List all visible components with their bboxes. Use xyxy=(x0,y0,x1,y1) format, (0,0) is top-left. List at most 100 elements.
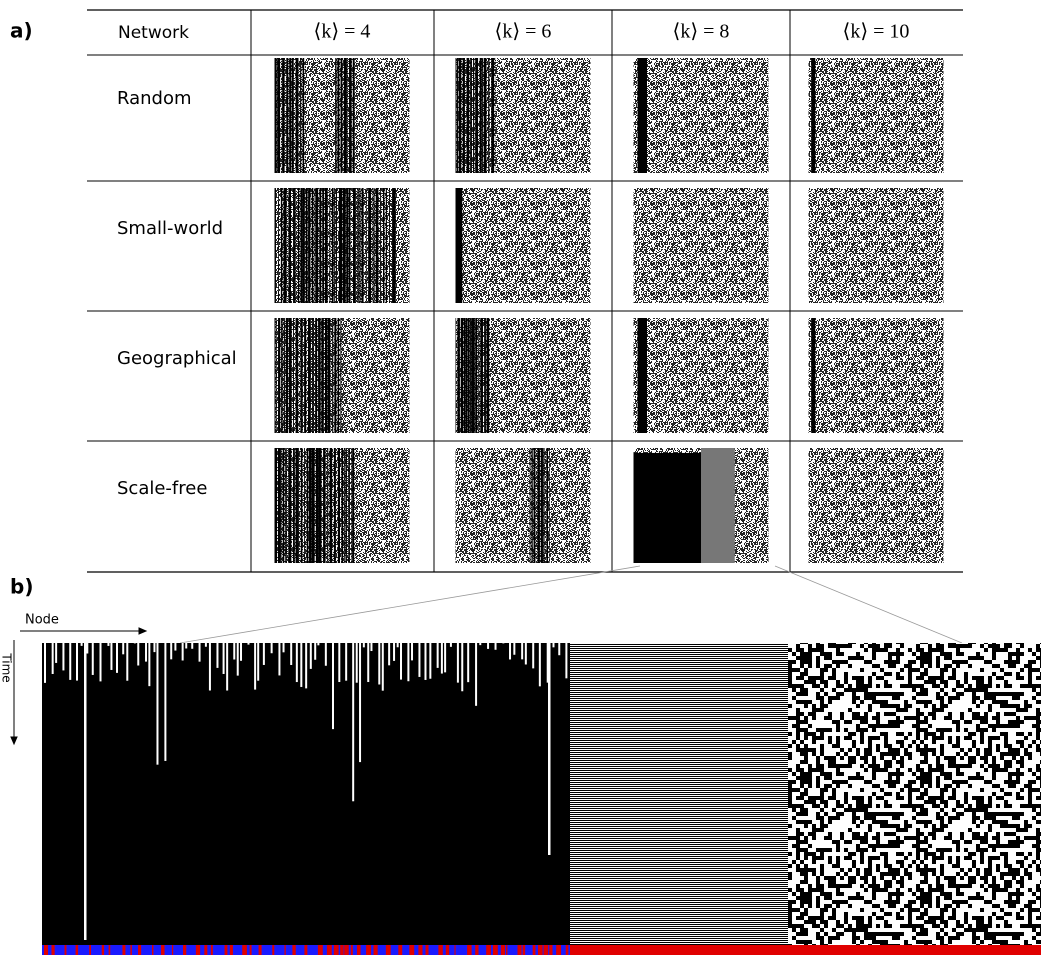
raster-band xyxy=(284,188,287,303)
raster-band xyxy=(289,58,291,173)
raster-band xyxy=(351,448,352,563)
raster-gap xyxy=(126,643,128,681)
raster-band xyxy=(457,58,458,173)
raster xyxy=(456,58,591,173)
raster-noise xyxy=(809,58,944,173)
raster-band xyxy=(309,448,312,563)
raster-gap xyxy=(191,643,193,649)
raster-band xyxy=(325,318,327,433)
raster-band xyxy=(330,188,331,303)
raster-gray xyxy=(701,448,735,563)
raster-gap xyxy=(148,643,150,686)
column-header: ⟨k⟩ = 8 xyxy=(673,21,730,43)
raster-noise xyxy=(634,318,769,433)
arrow-head xyxy=(139,628,146,634)
raster-gap xyxy=(182,643,184,660)
raster-band xyxy=(334,318,336,433)
raster-gap xyxy=(170,643,172,659)
raster-gap xyxy=(137,643,139,666)
raster-band xyxy=(473,58,474,173)
raster-band xyxy=(281,188,282,303)
raster-band xyxy=(464,318,465,433)
state-bar xyxy=(446,945,449,955)
arrow-head xyxy=(11,737,17,744)
raster-band xyxy=(332,318,333,433)
raster-gap xyxy=(418,643,420,677)
raster-band xyxy=(283,448,285,563)
raster-gap xyxy=(300,643,302,687)
raster-band xyxy=(484,58,487,173)
raster-gap xyxy=(548,643,551,855)
raster-band xyxy=(534,448,536,563)
raster-gap xyxy=(185,643,187,648)
raster-band xyxy=(336,188,337,303)
raster-gap xyxy=(367,643,369,682)
raster-band xyxy=(278,448,280,563)
raster-band xyxy=(296,58,299,173)
raster-gap xyxy=(223,643,225,674)
raster-gap xyxy=(457,643,459,683)
state-bar xyxy=(486,945,491,955)
raster-band xyxy=(322,188,324,303)
raster-gap xyxy=(479,643,481,645)
state-bar xyxy=(102,945,104,955)
axis-label: Node xyxy=(25,613,59,628)
raster-band xyxy=(546,448,548,563)
raster-band xyxy=(357,188,358,303)
raster-band xyxy=(289,318,292,433)
raster-band xyxy=(284,318,285,433)
column-header: ⟨k⟩ = 6 xyxy=(495,21,552,43)
state-bar xyxy=(284,945,285,955)
state-bar xyxy=(506,945,507,955)
state-bar xyxy=(426,945,429,955)
raster-gap xyxy=(81,643,83,646)
raster-band xyxy=(480,58,482,173)
column-header: ⟨k⟩ = 10 xyxy=(843,21,910,43)
state-bar xyxy=(327,945,332,955)
raster-gap xyxy=(325,643,327,666)
raster-gap xyxy=(69,643,71,680)
raster-band xyxy=(362,188,364,303)
raster xyxy=(456,318,591,433)
raster-noise xyxy=(634,58,769,173)
raster-gap xyxy=(317,643,319,645)
raster-band xyxy=(301,318,303,433)
raster-band xyxy=(293,448,295,563)
state-bar xyxy=(51,945,54,955)
raster-band xyxy=(353,188,356,303)
raster xyxy=(275,448,410,563)
state-bar xyxy=(76,945,79,955)
raster-band xyxy=(302,188,304,303)
raster-band xyxy=(285,448,287,563)
raster-band xyxy=(293,188,295,303)
raster-gap xyxy=(247,643,249,645)
raster-gap xyxy=(345,643,347,681)
row-label: Geographical xyxy=(117,348,237,369)
raster-band xyxy=(328,318,331,433)
raster-gap xyxy=(205,643,207,647)
state-bar xyxy=(566,945,569,955)
raster-gap xyxy=(424,643,426,680)
raster-band xyxy=(380,188,381,303)
state-bar xyxy=(44,945,48,955)
raster-gap xyxy=(278,643,280,675)
raster-band xyxy=(638,58,647,173)
state-bar xyxy=(204,945,207,955)
raster-band xyxy=(312,318,314,433)
raster xyxy=(275,58,410,173)
raster-gap xyxy=(216,643,218,668)
state-bar xyxy=(318,945,323,955)
raster-band xyxy=(288,448,291,563)
raster-gap xyxy=(411,643,413,660)
raster-gap xyxy=(565,643,567,678)
raster-band xyxy=(468,318,470,433)
raster-gap xyxy=(62,643,64,670)
raster-band xyxy=(276,318,277,433)
zoomed-raster xyxy=(42,643,1041,955)
raster-band xyxy=(308,318,311,433)
raster-gap xyxy=(532,643,534,668)
raster xyxy=(809,58,944,173)
raster-gap xyxy=(122,643,124,654)
column-header: ⟨k⟩ = 4 xyxy=(314,21,371,43)
raster-gap xyxy=(495,643,497,650)
